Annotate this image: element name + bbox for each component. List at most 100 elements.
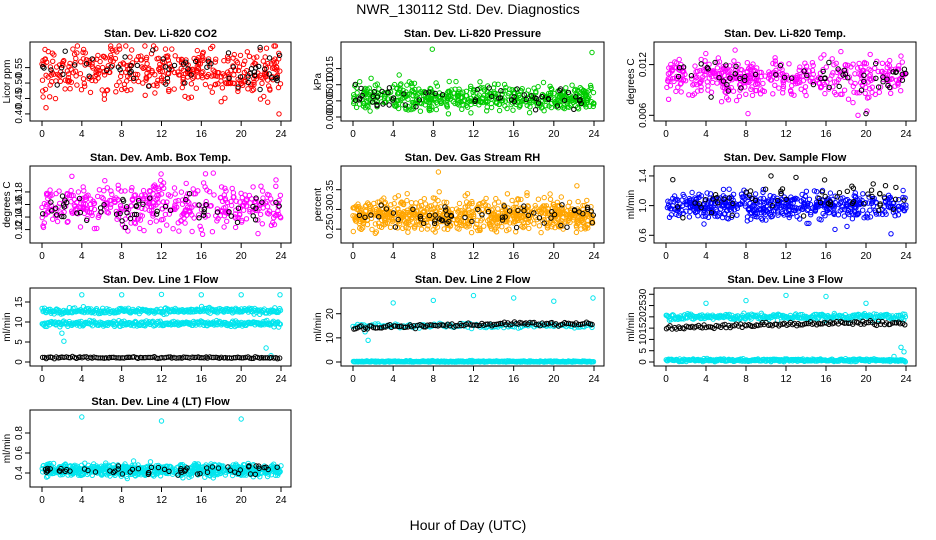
point-series-b — [413, 104, 419, 110]
point-series-a — [739, 67, 745, 73]
point-series-a — [223, 80, 230, 87]
point-series-a — [351, 94, 357, 100]
point-series-a — [822, 90, 828, 97]
point-series-a — [156, 192, 162, 199]
y-tick-label: 0.005 — [325, 88, 336, 113]
point-series-a — [146, 188, 153, 194]
point-series-b — [486, 85, 492, 91]
point-series-a — [265, 99, 271, 105]
point-series-a — [160, 64, 166, 70]
plot-frame — [653, 41, 917, 122]
point-series-a — [141, 227, 147, 234]
point-series-a — [132, 192, 139, 198]
point-series-a — [51, 52, 57, 58]
point-series-a — [766, 69, 772, 75]
point-series-a — [195, 65, 202, 72]
point-series-b — [371, 88, 377, 95]
point-series-a — [551, 99, 558, 105]
point-series-a — [755, 81, 761, 87]
point-series-b — [489, 93, 495, 100]
point-series-a — [205, 71, 212, 78]
x-tick-label: 0 — [663, 129, 669, 140]
x-tick-label: 12 — [156, 129, 168, 140]
point-series-a — [152, 90, 158, 96]
point-series-a — [768, 77, 774, 83]
point-series-a — [357, 79, 363, 85]
x-tick-label: 24 — [900, 251, 912, 262]
point-series-a — [47, 187, 53, 193]
point-series-a — [833, 91, 839, 98]
point-series-a — [798, 86, 804, 92]
x-tick-label: 20 — [236, 251, 248, 262]
point-series-a — [676, 56, 682, 63]
x-tick-label: 20 — [236, 374, 248, 385]
point-series-a — [68, 79, 75, 85]
point-series-a — [830, 84, 836, 90]
point-series-b — [873, 60, 879, 67]
point-series-b — [737, 75, 743, 82]
point-series-a — [261, 93, 267, 100]
panel-title: Stan. Dev. Sample Flow — [724, 152, 847, 164]
x-tick-label: 8 — [431, 251, 437, 262]
point-series-a — [183, 180, 189, 187]
point-series-a — [272, 56, 278, 62]
point-series-b — [235, 84, 241, 90]
point-series-a — [754, 65, 760, 71]
point-series-a — [426, 105, 433, 112]
point-series-a — [207, 84, 214, 90]
point-series-a — [231, 51, 238, 58]
point-series-a — [64, 219, 71, 225]
point-series-a — [481, 92, 487, 99]
point-series-a — [161, 59, 168, 65]
point-series-b — [245, 79, 252, 86]
point-series-a — [561, 105, 568, 112]
y-tick-label: 0.55 — [14, 57, 25, 77]
point-series-a — [478, 99, 484, 106]
point-series-a — [104, 87, 110, 94]
point-series-b — [370, 99, 376, 105]
point-series-a — [189, 204, 195, 210]
point-series-a — [132, 220, 139, 227]
point-series-a — [241, 69, 248, 76]
x-tick-label: 24 — [275, 129, 287, 140]
point-series-a — [433, 80, 439, 86]
point-series-a — [47, 64, 54, 70]
point-series-b — [386, 102, 392, 108]
point-series-a — [222, 185, 228, 192]
point-series-b — [704, 64, 710, 71]
point-series-a — [673, 88, 679, 95]
x-tick-label: 24 — [900, 129, 912, 140]
point-series-a — [123, 43, 129, 49]
point-series-a — [834, 79, 840, 85]
point-series-b — [230, 64, 237, 70]
point-series-b — [62, 48, 68, 54]
point-series-a — [82, 83, 88, 89]
point-series-a — [693, 69, 699, 75]
point-series-b — [884, 76, 890, 82]
point-series-a — [56, 188, 62, 194]
point-series-b — [576, 98, 583, 104]
point-series-a — [682, 71, 688, 78]
point-series-a — [65, 71, 72, 77]
point-series-a — [724, 95, 730, 101]
point-series-a — [397, 82, 403, 88]
point-series-a — [268, 222, 275, 229]
y-tick-label: 0.45 — [14, 88, 25, 108]
point-series-a — [166, 61, 173, 67]
point-series-a — [848, 79, 854, 85]
point-series-a — [199, 50, 206, 57]
point-series-a — [496, 107, 503, 114]
point-series-a — [714, 65, 721, 71]
point-series-a — [82, 62, 88, 68]
x-tick-label: 20 — [860, 129, 872, 140]
point-series-a — [189, 212, 195, 218]
point-series-a — [108, 188, 114, 194]
x-tick-label: 4 — [79, 251, 85, 262]
point-series-a — [720, 64, 726, 70]
point-series-a — [802, 84, 809, 90]
point-series-a — [254, 54, 260, 60]
panel-title: Stan. Dev. Line 1 Flow — [103, 274, 219, 286]
point-series-a — [165, 53, 171, 59]
point-series-a — [54, 218, 61, 225]
